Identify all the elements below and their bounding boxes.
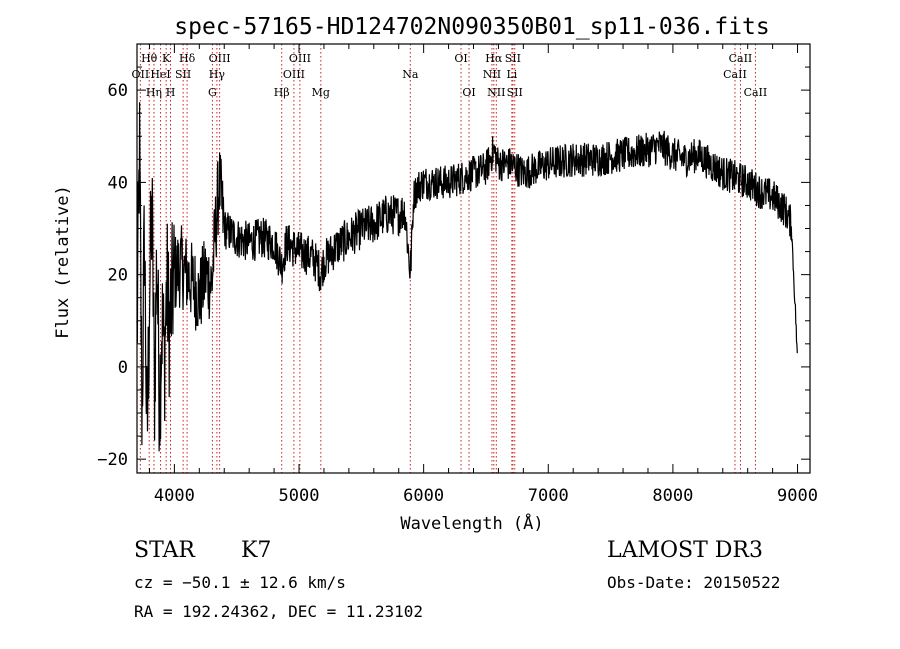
line-marker-label: Hα xyxy=(485,52,503,65)
chart-title: spec-57165-HD124702N090350B01_sp11-036.f… xyxy=(174,14,769,40)
y-tick-label: 20 xyxy=(108,266,128,286)
axis-tick-labels: 4000 5000 6000 7000 8000 9000 −20 0 20 40 60 xyxy=(97,81,818,506)
y-tick-label: 60 xyxy=(108,81,128,101)
x-tick-label: 9000 xyxy=(777,486,818,506)
line-marker-label: Hθ xyxy=(141,52,158,65)
x-tick-label: 8000 xyxy=(652,486,693,506)
coordinates: RA = 192.24362, DEC = 11.23102 xyxy=(134,602,423,621)
line-marker-label: SII xyxy=(507,86,523,99)
line-marker-label: CaII xyxy=(729,52,753,65)
line-marker-label: OII xyxy=(132,68,150,81)
line-marker-label: NII xyxy=(483,68,501,81)
x-axis-label: Wavelength (Å) xyxy=(400,512,543,534)
y-tick-label: 0 xyxy=(118,358,128,378)
object-subclass: K7 xyxy=(241,538,272,563)
x-tick-label: 4000 xyxy=(154,486,195,506)
x-tick-label: 7000 xyxy=(528,486,569,506)
line-marker-label: Hη xyxy=(146,86,162,99)
line-marker-label: G xyxy=(208,86,217,99)
line-marker-label: K xyxy=(162,52,171,65)
line-marker-label: HeI xyxy=(150,68,170,81)
line-marker-label: Mg xyxy=(312,86,330,99)
axis-ticks xyxy=(137,44,810,473)
line-marker-label: Hγ xyxy=(209,68,226,81)
line-marker-label: Hδ xyxy=(179,52,196,65)
line-marker-label: OI xyxy=(454,52,467,65)
plot-frame xyxy=(136,43,811,474)
object-class: STAR xyxy=(134,538,195,563)
line-marker-label: Hβ xyxy=(274,86,290,99)
line-marker-label: OI xyxy=(462,86,475,99)
x-tick-label: 6000 xyxy=(403,486,444,506)
line-marker-label: OIII xyxy=(209,52,231,65)
redshift-readout: cz = −50.1 ± 12.6 km/s xyxy=(134,573,346,592)
y-tick-label: −20 xyxy=(97,450,128,470)
line-marker-label: H xyxy=(166,86,176,99)
y-tick-label: 40 xyxy=(108,173,128,193)
line-marker-label: SII xyxy=(175,68,191,81)
x-tick-label: 5000 xyxy=(279,486,320,506)
line-marker-labels: Hθ OII Hη K HeI H Hδ SII OIII Hγ G OIII OIII Hβ Mg Na OI… xyxy=(132,52,768,99)
line-marker-label: Li xyxy=(506,68,517,81)
line-marker-label: CaII xyxy=(744,86,768,99)
spectrum-line xyxy=(136,102,798,452)
line-markers xyxy=(139,44,756,473)
line-marker-label: Na xyxy=(402,68,419,81)
line-marker-label: SII xyxy=(505,52,521,65)
y-axis-label: Flux (relative) xyxy=(53,185,73,339)
obs-date: Obs-Date: 20150522 xyxy=(607,573,781,592)
survey-name: LAMOST DR3 xyxy=(607,538,763,563)
line-marker-label: NII xyxy=(487,86,505,99)
line-marker-label: CaII xyxy=(723,68,747,81)
line-marker-label: OIII xyxy=(289,52,311,65)
line-marker-label: OIII xyxy=(283,68,305,81)
